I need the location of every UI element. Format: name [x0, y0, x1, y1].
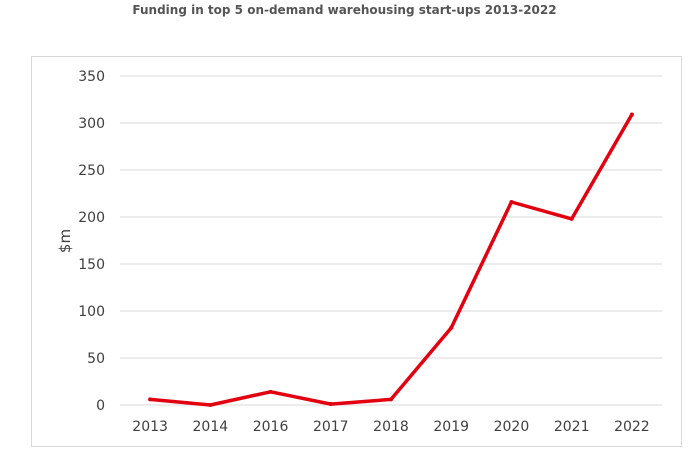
x-axis-ticks: 2013 2014 2016 2017 2018 2019 2020 2021 2022 — [132, 419, 649, 435]
gridlines — [120, 75, 662, 406]
x-tick-label: 2018 — [373, 419, 409, 435]
data-point — [328, 402, 333, 407]
x-tick-label: 2019 — [433, 419, 469, 435]
x-tick-label: 2014 — [193, 419, 229, 435]
x-tick-label: 2013 — [132, 419, 168, 435]
x-tick-label: 2017 — [313, 419, 349, 435]
x-tick-label: 2021 — [554, 419, 590, 435]
series-line — [148, 112, 634, 407]
data-point — [148, 397, 153, 402]
y-axis-label: $m — [56, 229, 74, 253]
y-tick-label: 300 — [78, 116, 105, 132]
y-tick-label: 350 — [78, 69, 105, 85]
y-tick-label: 0 — [96, 398, 105, 414]
y-tick-label: 50 — [87, 351, 105, 367]
x-tick-label: 2020 — [494, 419, 530, 435]
y-axis-ticks: 0 50 100 150 200 250 300 350 — [78, 69, 105, 414]
y-tick-label: 250 — [78, 163, 105, 179]
data-point — [268, 389, 273, 394]
y-tick-label: 150 — [78, 257, 105, 273]
chart-title: Funding in top 5 on-demand warehousing s… — [132, 3, 557, 17]
y-tick-label: 100 — [78, 304, 105, 320]
y-tick-label: 200 — [78, 210, 105, 226]
data-point — [389, 397, 393, 402]
data-point — [449, 325, 454, 330]
series-group — [148, 112, 634, 407]
x-tick-label: 2022 — [614, 419, 650, 435]
chart-frame — [31, 56, 682, 447]
data-point — [509, 199, 514, 204]
x-tick-label: 2016 — [253, 419, 289, 435]
data-point — [208, 403, 213, 407]
data-point — [629, 112, 634, 117]
data-point — [569, 216, 574, 221]
